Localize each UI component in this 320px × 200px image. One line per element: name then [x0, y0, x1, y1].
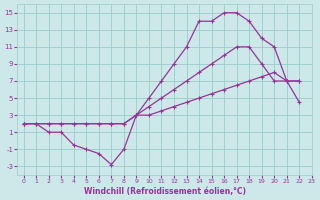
X-axis label: Windchill (Refroidissement éolien,°C): Windchill (Refroidissement éolien,°C)	[84, 187, 245, 196]
